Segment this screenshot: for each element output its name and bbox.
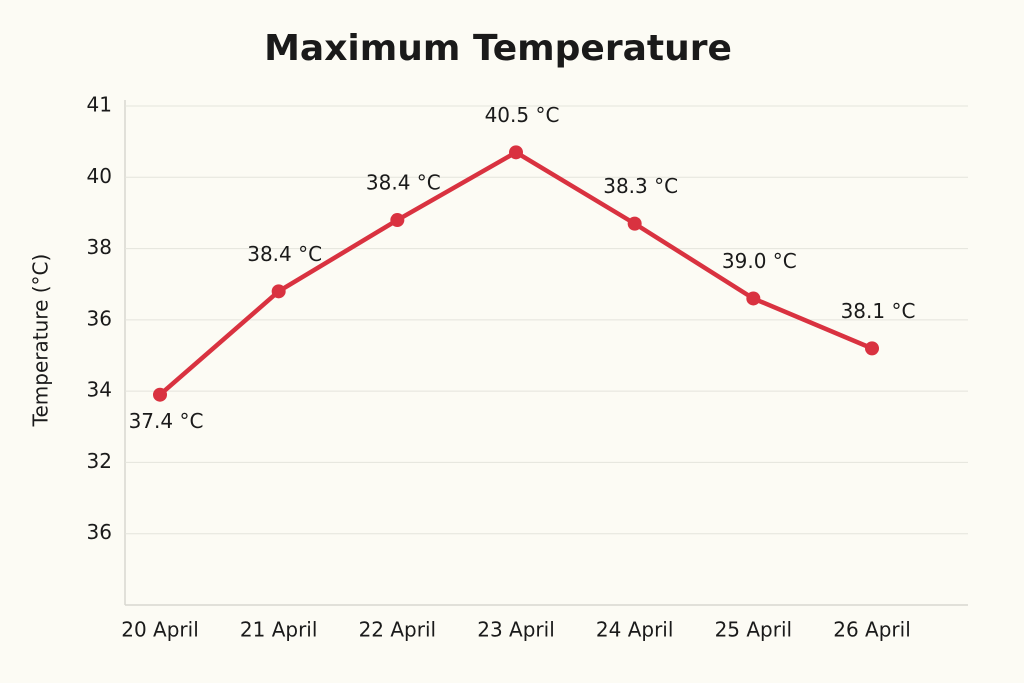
y-tick-label: 41 [87, 93, 112, 117]
point [746, 291, 761, 306]
point [271, 284, 286, 299]
annotation: 38.1 °C [841, 299, 916, 323]
x-tick-label: 25 April [715, 618, 793, 642]
x-tick-label: 23 April [477, 618, 555, 642]
point [390, 213, 405, 228]
annotation: 39.0 °C [722, 249, 797, 273]
y-tick-label: 38 [87, 235, 112, 259]
x-tick-label: 22 April [359, 618, 437, 642]
point [509, 145, 523, 160]
annotation: 38.4 °C [366, 171, 441, 195]
annotation: 38.3 °C [603, 174, 678, 198]
x-tick-label: 24 April [596, 618, 674, 642]
y-axis-label: Temperature (°C) [29, 254, 53, 428]
annotation: 38.4 °C [247, 242, 322, 266]
point [627, 216, 642, 231]
x-tick-label: 21 April [240, 618, 318, 642]
x-tick-label: 20 April [121, 618, 199, 642]
point [865, 341, 879, 356]
y-tick-label: 36 [87, 520, 112, 544]
y-tick-label: 34 [87, 378, 112, 402]
y-tick-label: 40 [87, 164, 112, 188]
y-tick-label: 36 [87, 306, 112, 330]
annotation: 40.5 °C [485, 103, 560, 127]
point [153, 387, 167, 402]
chart-title: Maximum Temperature [264, 28, 732, 69]
annotation: 37.4 °C [129, 409, 204, 433]
y-tick-label: 32 [87, 449, 112, 473]
x-tick-label: 26 April [833, 618, 911, 642]
